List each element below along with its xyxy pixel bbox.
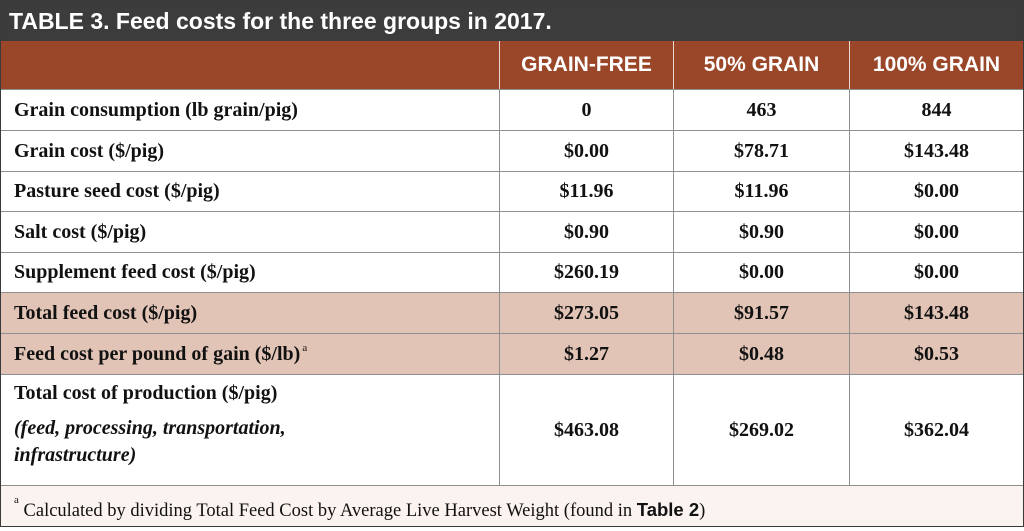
- footnote-marker: a: [302, 342, 308, 354]
- header-empty-cell: [1, 41, 499, 89]
- table-row-highlighted: Total feed cost ($/pig) $273.05 $91.57 $…: [1, 292, 1023, 333]
- cell-grain-free: $1.27: [499, 334, 673, 374]
- cell-100-grain: $143.48: [849, 131, 1023, 171]
- row-label: Pasture seed cost ($/pig): [14, 180, 220, 202]
- cell-100-grain: $0.00: [849, 253, 1023, 292]
- footnote-text: Calculated by dividing Total Feed Cost b…: [23, 501, 637, 522]
- row-label: Grain consumption (lb grain/pig): [14, 98, 298, 121]
- cell-50-grain: $78.71: [673, 131, 849, 171]
- footnote-table-ref: Table 2: [636, 499, 700, 521]
- cell-50-grain: $0.90: [673, 212, 849, 252]
- table-row: Salt cost ($/pig) $0.90 $0.90 $0.00: [1, 211, 1023, 252]
- table-title: TABLE 3. Feed costs for the three groups…: [1, 1, 1023, 41]
- row-label: Grain cost ($/pig): [14, 139, 164, 162]
- cell-50-grain: 463: [673, 90, 849, 130]
- column-header-50-grain: 50% GRAIN: [673, 41, 849, 89]
- cell-grain-free: $0.00: [499, 131, 673, 171]
- cell-50-grain: $11.96: [673, 172, 849, 211]
- cell-grain-free: $273.05: [499, 293, 673, 333]
- table-row-highlighted: Feed cost per pound of gain ($/lb) a $1.2…: [1, 333, 1023, 374]
- row-label-with-footnote: Feed cost per pound of gain ($/lb) a: [1, 334, 499, 374]
- footnote-close: ): [699, 501, 706, 522]
- row-sublabel: (feed, processing, transportation, infra…: [14, 417, 286, 466]
- table-row: Total cost of production ($/pig) (feed, …: [1, 374, 1023, 485]
- cell-50-grain: $91.57: [673, 293, 849, 333]
- column-header-grain-free: GRAIN-FREE: [499, 41, 673, 89]
- cell-grain-free: $463.08: [499, 375, 673, 485]
- table-row: Pasture seed cost ($/pig) $11.96 $11.96 …: [1, 171, 1023, 211]
- table-footnote: a Calculated by dividing Total Feed Cost…: [1, 485, 1023, 526]
- cell-grain-free: $260.19: [499, 253, 673, 292]
- table-header-row: GRAIN-FREE 50% GRAIN 100% GRAIN: [1, 41, 1023, 89]
- cell-50-grain: $269.02: [673, 375, 849, 485]
- cell-100-grain: $0.00: [849, 212, 1023, 252]
- cell-100-grain: $362.04: [849, 375, 1023, 485]
- table-row: Supplement feed cost ($/pig) $260.19 $0.…: [1, 252, 1023, 292]
- footnote-marker: a: [14, 494, 19, 506]
- cell-50-grain: $0.00: [673, 253, 849, 292]
- cell-grain-free: 0: [499, 90, 673, 130]
- row-label-multiline: Total cost of production ($/pig) (feed, …: [1, 375, 499, 485]
- row-label-text: Feed cost per pound of gain ($/lb): [14, 342, 301, 365]
- row-label: Supplement feed cost ($/pig): [14, 261, 256, 283]
- table-row: Grain cost ($/pig) $0.00 $78.71 $143.48: [1, 130, 1023, 171]
- cell-50-grain: $0.48: [673, 334, 849, 374]
- cell-100-grain: $0.00: [849, 172, 1023, 211]
- table-row: Grain consumption (lb grain/pig) 0 463 8…: [1, 89, 1023, 130]
- row-label: Salt cost ($/pig): [14, 220, 147, 243]
- cell-grain-free: $11.96: [499, 172, 673, 211]
- row-label: Total feed cost ($/pig): [14, 301, 198, 324]
- cell-100-grain: $143.48: [849, 293, 1023, 333]
- cell-100-grain: $0.53: [849, 334, 1023, 374]
- cell-grain-free: $0.90: [499, 212, 673, 252]
- row-label-text: Total cost of production ($/pig): [14, 382, 278, 404]
- cell-100-grain: 844: [849, 90, 1023, 130]
- column-header-100-grain: 100% GRAIN: [849, 41, 1023, 89]
